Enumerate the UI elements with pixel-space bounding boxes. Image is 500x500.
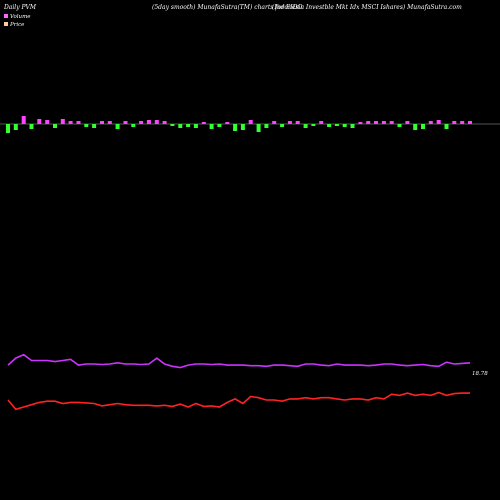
price-line bbox=[7, 391, 470, 411]
header-center: (5day smooth) MunafaSutra(TM) charts for… bbox=[152, 4, 302, 11]
volume-bar bbox=[342, 124, 347, 127]
volume-bar bbox=[428, 121, 433, 124]
volume-bar bbox=[201, 122, 206, 124]
legend-label-price: Price bbox=[9, 22, 25, 28]
legend-swatch-price bbox=[4, 22, 8, 26]
volume-bar bbox=[350, 124, 355, 128]
volume-bar bbox=[358, 122, 363, 124]
header-left: Daily PVM bbox=[3, 4, 37, 11]
volume-bar bbox=[68, 121, 73, 124]
volume-bar bbox=[123, 121, 128, 124]
volume-bar bbox=[303, 124, 308, 128]
volume-bar bbox=[37, 119, 42, 124]
legend-label-volume: Volume bbox=[10, 14, 31, 20]
volume-bar bbox=[6, 124, 10, 133]
volume-bar bbox=[233, 124, 238, 131]
legend-swatch-volume bbox=[4, 14, 8, 18]
volume-bar bbox=[311, 124, 316, 126]
volume-bar bbox=[193, 124, 198, 128]
volume-bar bbox=[256, 124, 261, 132]
volume-bar bbox=[287, 121, 292, 124]
volume-bar bbox=[115, 124, 120, 129]
volume-bar bbox=[413, 124, 418, 130]
volume-bar bbox=[327, 124, 332, 127]
volume-bar bbox=[436, 120, 441, 124]
legend: Volume Price bbox=[4, 14, 31, 28]
volume-bar bbox=[53, 124, 57, 128]
volume-bar bbox=[389, 121, 394, 124]
volume-bar bbox=[131, 124, 136, 127]
volume-bar bbox=[366, 121, 371, 124]
volume-bar bbox=[272, 121, 277, 124]
volume-bar bbox=[29, 124, 34, 129]
price-end-label: 18.78 bbox=[472, 371, 488, 377]
volume-bar bbox=[92, 124, 97, 128]
volume-bar bbox=[405, 121, 410, 124]
volume-bar bbox=[280, 124, 285, 127]
volume-bar bbox=[139, 121, 144, 124]
volume-bar bbox=[84, 124, 89, 127]
volume-bar bbox=[381, 121, 386, 124]
volume-bar bbox=[209, 124, 214, 129]
volume-bar bbox=[374, 121, 378, 124]
volume-bar bbox=[444, 124, 449, 129]
volume-bar bbox=[334, 124, 339, 126]
volume-bar bbox=[154, 120, 159, 124]
volume-bar bbox=[452, 121, 457, 124]
volume-bar bbox=[295, 121, 300, 124]
volume-bar bbox=[45, 120, 50, 124]
volume-bar bbox=[21, 116, 26, 124]
volume-bar bbox=[146, 120, 151, 124]
volume-bar bbox=[397, 124, 402, 127]
volume-bar bbox=[107, 121, 112, 124]
volume-bar bbox=[162, 121, 167, 124]
volume-bar bbox=[100, 121, 104, 124]
volume-bar bbox=[186, 124, 191, 127]
volume-bars bbox=[6, 116, 472, 133]
volume-bar bbox=[264, 124, 269, 128]
ma-line bbox=[7, 353, 471, 369]
volume-bar bbox=[421, 124, 425, 129]
volume-bar bbox=[170, 124, 175, 126]
volume-bar bbox=[248, 120, 253, 124]
volume-bar bbox=[319, 121, 324, 124]
volume-bar bbox=[60, 119, 65, 124]
header-right: (Indonesia Investble Mkt Idx MSCI Ishare… bbox=[272, 4, 462, 11]
volume-bar bbox=[468, 121, 472, 124]
volume-bar bbox=[13, 124, 18, 130]
volume-bar bbox=[225, 122, 230, 124]
volume-bar bbox=[460, 121, 465, 124]
volume-bar bbox=[178, 124, 183, 128]
volume-bar bbox=[76, 121, 81, 124]
volume-bar bbox=[217, 124, 222, 127]
volume-bar bbox=[240, 124, 245, 130]
